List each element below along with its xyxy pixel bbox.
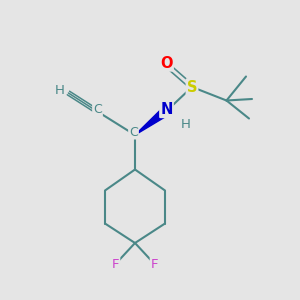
- Text: C: C: [93, 103, 102, 116]
- Text: O: O: [160, 56, 173, 70]
- Text: S: S: [187, 80, 197, 94]
- Text: H: H: [55, 83, 65, 97]
- Text: C: C: [129, 125, 138, 139]
- Text: N: N: [160, 102, 173, 117]
- Polygon shape: [135, 110, 166, 135]
- Text: F: F: [112, 257, 119, 271]
- Text: F: F: [151, 257, 158, 271]
- Text: H: H: [181, 118, 191, 131]
